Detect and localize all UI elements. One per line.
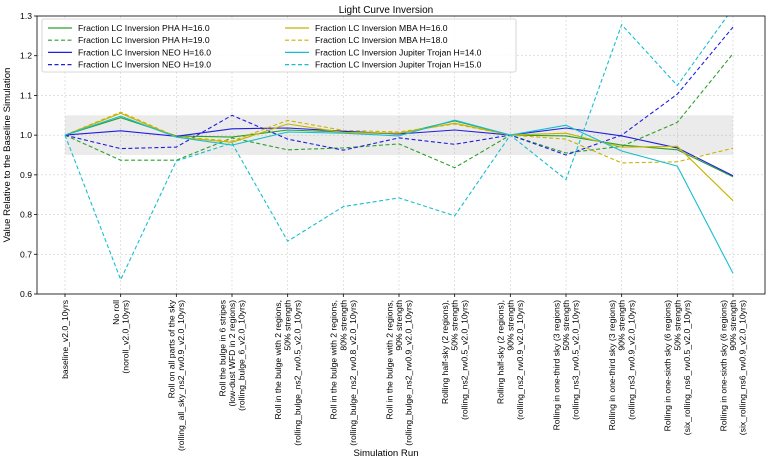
x-tick-label: (rolling_ns2_rw0.9_v2.0_10yrs) [515, 300, 525, 420]
x-tick-label: 90% strength [394, 300, 404, 351]
x-tick-label: Roll in the bulge with 2 regions, [384, 300, 394, 419]
x-tick-label: 90% strength [617, 300, 627, 351]
x-tick-label: (rolling_ns2_rw0.5_v2.0_10yrs) [459, 300, 469, 420]
y-tick-label: 0.6 [20, 289, 32, 299]
x-tick-label: (six_rolling_ns6_rw0.5_v2.0_10yrs) [682, 300, 692, 435]
x-tick-label: 90% strength [505, 300, 515, 351]
x-tick-label: Rolling in one-sixth sky (6 regions) [663, 300, 673, 431]
legend-label: Fraction LC Inversion MBA H=16.0 [315, 23, 448, 33]
y-tick-label: 1.2 [20, 51, 32, 61]
x-tick-label: (rolling_all_sky_ns2_rw0.9_v2.0_10yrs) [176, 300, 186, 451]
series-line-7 [64, 115, 734, 274]
x-tick-label: 50% strength [450, 300, 460, 351]
x-tick-label: Rolling in one-sixth sky (6 regions) [718, 300, 728, 431]
x-tick-label: Rolling half-sky (2 regions), [440, 300, 450, 404]
x-tick-label: (rolling_bulge_ns2_rw0.8_v2.0_10yrs) [348, 300, 358, 446]
y-tick-label: 0.7 [20, 249, 32, 259]
legend-label: Fraction LC Inversion PHA H=16.0 [78, 23, 210, 33]
x-tick-label: Roll the bulge in 6 stripes [217, 300, 227, 397]
x-tick-label: Roll in the bulge with 2 regions, [273, 300, 283, 419]
x-tick-label: (rolling_bulge_ns2_rw0.9_v2.0_10yrs) [404, 300, 414, 446]
x-tick-label: (rolling_bulge_6_v2.0_10yrs) [237, 300, 247, 411]
legend-label: Fraction LC Inversion MBA H=18.0 [315, 35, 448, 45]
x-tick-label: Rolling in one-third sky (3 regions) [551, 300, 561, 431]
legend-label: Fraction LC Inversion PHA H=19.0 [78, 35, 210, 45]
legend-label: Fraction LC Inversion Jupiter Trojan H=1… [315, 60, 482, 70]
x-tick-label: (rolling_ns3_rw0.9_v2.0_10yrs) [626, 300, 636, 420]
y-axis-title: Value Relative to the Baseline Simulatio… [2, 68, 13, 243]
legend-label: Fraction LC Inversion Jupiter Trojan H=1… [315, 47, 482, 57]
y-tick-label: 0.8 [20, 210, 32, 220]
x-tick-label: (low-dust WFD in 2 regions) [227, 300, 237, 407]
x-tick-label: Roll in the bulge with 2 regions, [329, 300, 339, 419]
x-tick-label: Rolling half-sky (2 regions), [496, 300, 506, 404]
x-tick-label: Rolling in one-third sky (3 regions) [607, 300, 617, 431]
x-tick-label: 50% strength [561, 300, 571, 351]
plot-frame [36, 15, 766, 295]
y-tick-label: 1.3 [20, 11, 32, 21]
y-tick-label: 0.9 [20, 170, 32, 180]
chart-title: Light Curve Inversion [339, 5, 434, 16]
series-line-8 [64, 16, 728, 281]
x-axis-title: Simulation Run [353, 448, 418, 459]
x-tick-label: 50% strength [672, 300, 682, 351]
y-tick-label: 1.1 [20, 90, 32, 100]
x-tick-label: (noroll_v2.0_10yrs) [121, 300, 131, 374]
series-line-4 [64, 26, 734, 156]
x-tick-label: Roll on all parts of the sky [167, 299, 177, 398]
legend-box [41, 18, 517, 73]
y-tick-label: 1.0 [20, 130, 32, 140]
x-tick-label: 80% strength [338, 300, 348, 351]
x-tick-label: (six_rolling_ns6_rw0.9_v2.0_10yrs) [738, 300, 748, 435]
x-tick-label: (rolling_bulge_ns2_rw0.5_v2.0_10yrs) [292, 300, 302, 446]
legend-label: Fraction LC Inversion NEO H=16.0 [78, 47, 211, 57]
legend-label: Fraction LC Inversion NEO H=19.0 [78, 60, 211, 70]
x-tick-label: 90% strength [728, 300, 738, 351]
series-line-2 [64, 53, 734, 169]
x-tick-label: No roll [111, 300, 121, 325]
x-tick-label: (rolling_ns3_rw0.5_v2.0_10yrs) [571, 300, 581, 420]
x-tick-label: baseline_v2.0_10yrs [60, 300, 70, 379]
x-tick-label: 50% strength [283, 300, 293, 351]
